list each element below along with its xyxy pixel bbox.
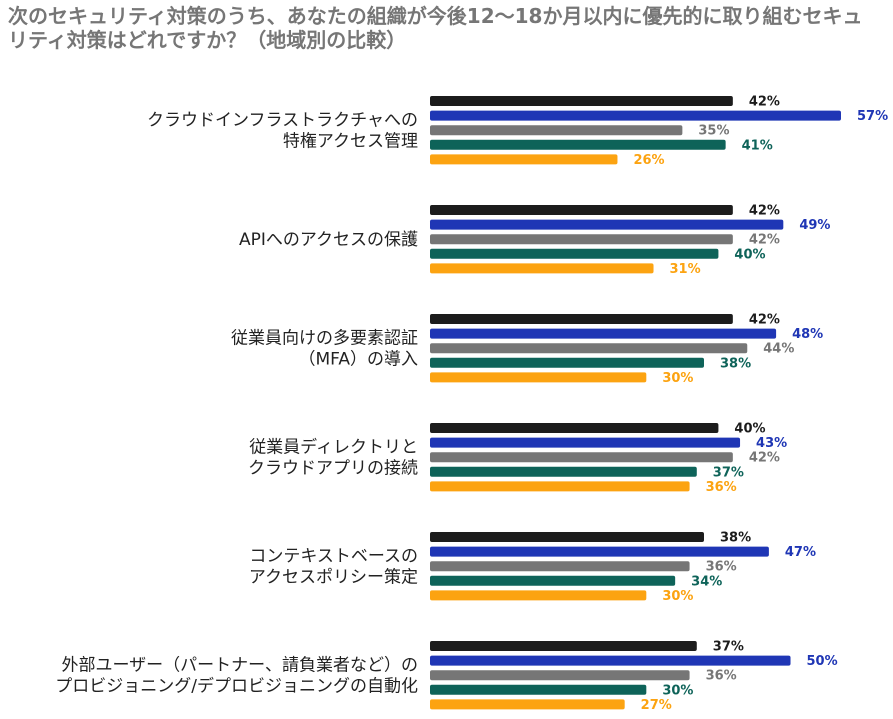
category-label: APIへのアクセスの保護	[239, 230, 418, 250]
bar	[430, 699, 625, 710]
data-label: 42%	[749, 204, 780, 219]
data-label: 42%	[749, 313, 780, 328]
bar	[430, 125, 683, 136]
data-label: 41%	[742, 138, 773, 153]
category-label: 従業員ディレクトリと	[249, 437, 418, 458]
data-label: 31%	[670, 262, 701, 277]
data-label: 42%	[749, 95, 780, 110]
data-label: 27%	[641, 698, 672, 713]
bar	[430, 466, 697, 477]
data-label: 42%	[749, 233, 780, 248]
bar	[430, 314, 733, 324]
bar	[430, 452, 733, 463]
data-label: 49%	[799, 218, 830, 233]
bar	[430, 343, 748, 354]
data-label: 40%	[734, 247, 765, 262]
data-label: 50%	[807, 654, 838, 669]
bar	[430, 437, 741, 448]
data-label: 47%	[785, 545, 816, 560]
bar	[430, 139, 726, 150]
category-label: 従業員向けの多要素認証	[231, 329, 418, 349]
data-label: 35%	[698, 124, 729, 139]
bar	[430, 575, 676, 586]
category-label: クラウドアプリの接続	[248, 459, 418, 479]
bar	[430, 219, 784, 230]
data-label: 36%	[706, 480, 737, 495]
data-label: 34%	[691, 574, 722, 589]
bar	[430, 684, 647, 695]
data-label: 38%	[720, 531, 751, 546]
bar	[430, 590, 647, 601]
data-label: 37%	[713, 640, 744, 655]
bar	[430, 154, 618, 165]
category-label: 外部ユーザー（パートナー、請負業者など）の	[62, 656, 419, 676]
chart-title: 次のセキュリティ対策のうち、あなたの組織が今後12〜18か月以内に優先的に取り組…	[8, 4, 863, 52]
bar	[430, 532, 704, 542]
bar	[430, 546, 769, 557]
bar	[430, 205, 733, 215]
bar	[430, 248, 719, 259]
data-label: 40%	[734, 422, 765, 437]
category-label: プロビジョニング/デプロビジョニングの自動化	[55, 676, 418, 697]
data-label: 42%	[749, 451, 780, 466]
bar	[430, 641, 697, 651]
category-label: アクセスポリシー策定	[249, 568, 418, 588]
data-label: 44%	[763, 342, 794, 357]
data-label: 48%	[792, 327, 823, 342]
bar	[430, 357, 704, 368]
bar	[430, 670, 690, 681]
data-label: 36%	[706, 560, 737, 575]
data-label: 30%	[662, 683, 693, 698]
category-label: クラウドインフラストラクチャへの	[147, 111, 418, 131]
data-label: 57%	[857, 109, 888, 124]
category-label: コンテキストベースの	[249, 547, 418, 567]
category-label: 特権アクセス管理	[283, 132, 418, 152]
bar	[430, 423, 719, 433]
bar	[430, 96, 733, 106]
bar	[430, 481, 690, 492]
bar	[430, 655, 791, 666]
data-label: 36%	[706, 669, 737, 684]
data-label: 30%	[662, 589, 693, 604]
bar	[430, 234, 733, 245]
bar	[430, 263, 654, 274]
bar	[430, 561, 690, 572]
data-label: 26%	[633, 153, 664, 168]
data-label: 43%	[756, 436, 787, 451]
data-label: 38%	[720, 356, 751, 371]
data-label: 37%	[713, 465, 744, 480]
bar	[430, 372, 647, 383]
bar	[430, 328, 777, 339]
data-label: 30%	[662, 371, 693, 386]
bar	[430, 110, 841, 121]
category-label: （MFA）の導入	[298, 350, 418, 370]
